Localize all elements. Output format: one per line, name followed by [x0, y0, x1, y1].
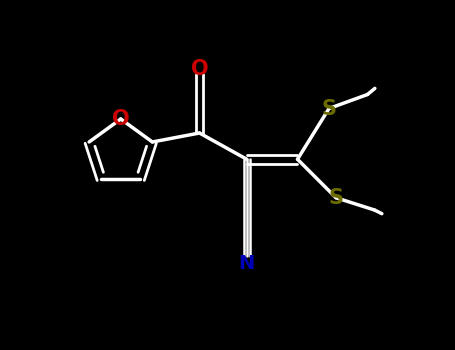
Text: S: S [322, 98, 337, 119]
Text: O: O [191, 59, 208, 79]
Text: O: O [112, 109, 130, 129]
Text: S: S [329, 188, 344, 208]
Text: N: N [238, 254, 255, 273]
